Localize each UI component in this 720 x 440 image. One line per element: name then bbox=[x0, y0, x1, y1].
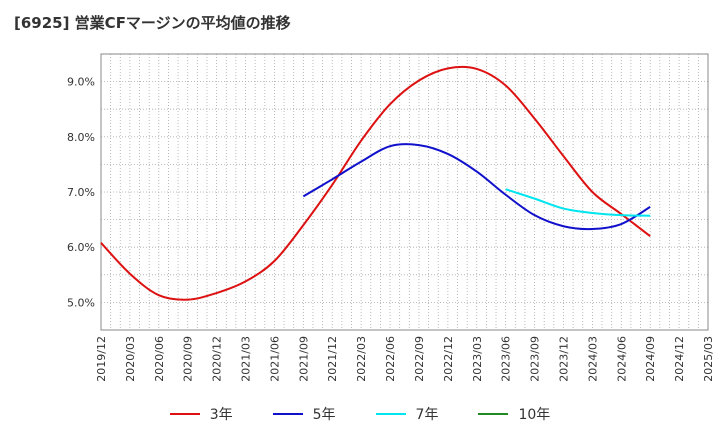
x-tick-label: 2019/12 bbox=[95, 336, 108, 382]
x-tick-label: 2023/03 bbox=[471, 336, 484, 382]
x-tick-label: 2021/12 bbox=[326, 336, 339, 382]
x-tick-label: 2023/06 bbox=[500, 336, 513, 382]
series-line-3年 bbox=[100, 65, 651, 301]
legend-swatch bbox=[169, 413, 200, 415]
x-tick-label: 2024/06 bbox=[615, 336, 628, 382]
legend-label: 10年 bbox=[518, 407, 551, 423]
legend-item: 10年 bbox=[478, 404, 550, 424]
x-tick-label: 2022/12 bbox=[442, 336, 455, 382]
legend-swatch bbox=[478, 413, 509, 415]
chart-title: [6925] 営業CFマージンの平均値の推移 bbox=[14, 14, 291, 32]
legend: 3年 5年 7年 10年 bbox=[0, 400, 720, 428]
x-axis: 2019/12 2020/03 2020/06 2020/09 2020/12 2021/… bbox=[95, 336, 715, 382]
x-tick-label: 2025/03 bbox=[702, 336, 715, 382]
y-tick-label: 6.0% bbox=[67, 241, 95, 254]
x-tick-label: 2022/06 bbox=[384, 336, 397, 382]
legend-swatch bbox=[375, 413, 406, 415]
x-tick-label: 2023/09 bbox=[529, 336, 542, 382]
y-tick-label: 8.0% bbox=[67, 131, 95, 144]
y-axis: 5.0% 6.0% 7.0% 8.0% 9.0% bbox=[67, 76, 95, 310]
legend-label: 7年 bbox=[415, 407, 439, 423]
legend-label: 5年 bbox=[312, 407, 336, 423]
x-tick-label: 2021/03 bbox=[240, 336, 253, 382]
x-tick-label: 2023/12 bbox=[557, 336, 570, 382]
series-line-5年 bbox=[302, 143, 651, 231]
x-tick-label: 2021/09 bbox=[297, 336, 310, 382]
grid bbox=[101, 54, 708, 330]
y-tick-label: 9.0% bbox=[67, 76, 95, 89]
x-tick-label: 2020/12 bbox=[211, 336, 224, 382]
legend-label: 3年 bbox=[209, 407, 233, 423]
legend-item: 3年 bbox=[169, 404, 233, 424]
x-tick-label: 2022/03 bbox=[355, 336, 368, 382]
x-tick-label: 2021/06 bbox=[268, 336, 281, 382]
plot-frame bbox=[100, 53, 709, 331]
legend-item: 7年 bbox=[375, 404, 439, 424]
y-tick-label: 5.0% bbox=[67, 296, 95, 309]
x-tick-label: 2024/12 bbox=[673, 336, 686, 382]
legend-item: 5年 bbox=[272, 404, 336, 424]
series-line-7年 bbox=[505, 188, 651, 217]
series-layer bbox=[100, 65, 651, 301]
x-tick-label: 2020/03 bbox=[124, 336, 137, 382]
x-tick-label: 2024/03 bbox=[586, 336, 599, 382]
x-tick-label: 2020/06 bbox=[153, 336, 166, 382]
x-tick-label: 2020/09 bbox=[182, 336, 195, 382]
y-tick-label: 7.0% bbox=[67, 186, 95, 199]
x-tick-label: 2024/09 bbox=[644, 336, 657, 382]
legend-swatch bbox=[272, 413, 303, 415]
x-tick-label: 2022/09 bbox=[413, 336, 426, 382]
